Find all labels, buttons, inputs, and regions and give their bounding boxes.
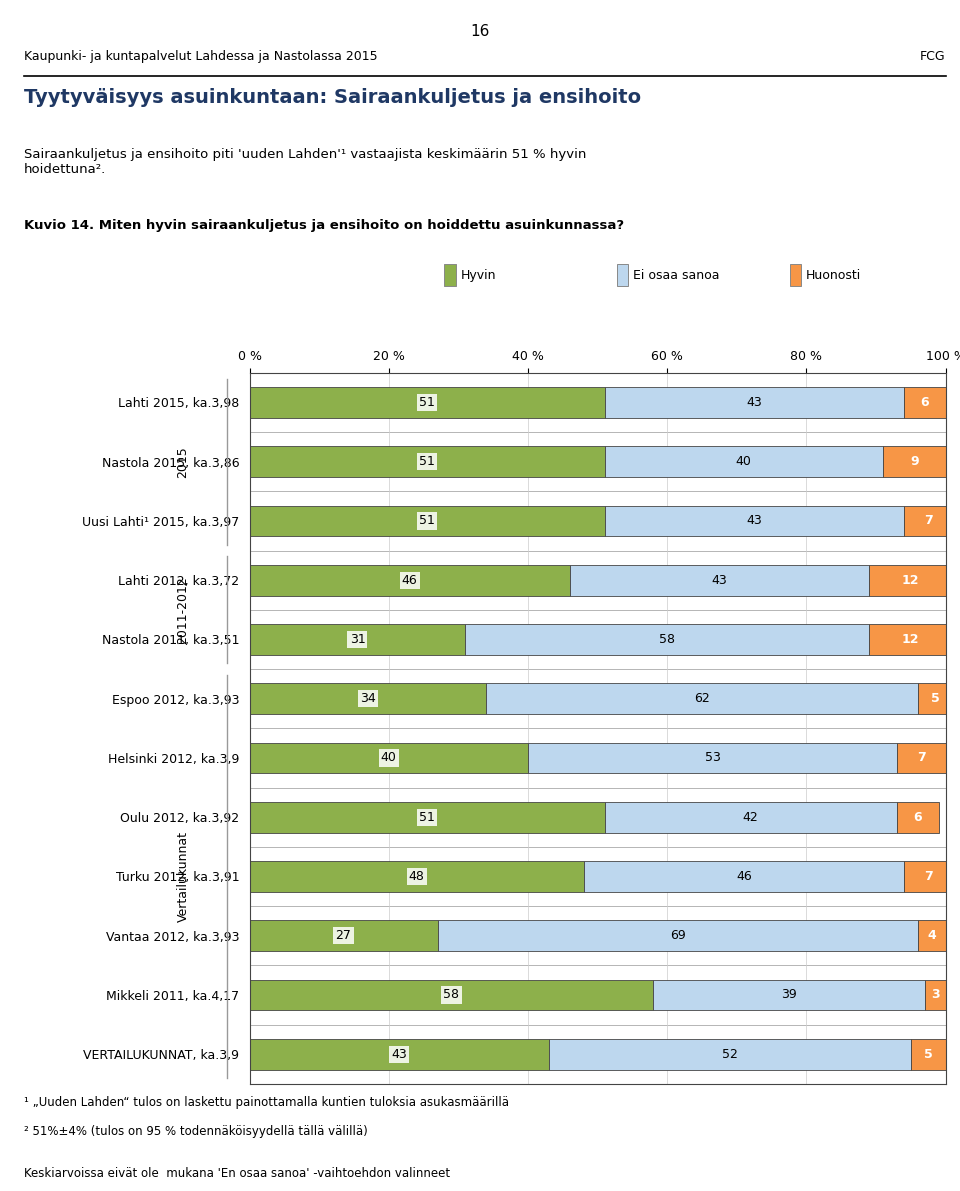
Bar (897, 802, 939, 833)
Text: 43: 43 (392, 1048, 407, 1061)
Text: 46: 46 (402, 574, 418, 587)
Bar (918, 684, 952, 715)
Bar (250, 921, 438, 952)
Text: 12: 12 (902, 632, 920, 646)
Text: Hyvin: Hyvin (461, 269, 495, 281)
Text: 5: 5 (931, 692, 940, 705)
Text: Huonosti: Huonosti (806, 269, 861, 281)
Text: ² 51%±4% (tulos on 95 % todennäköisyydellä tällä välillä): ² 51%±4% (tulos on 95 % todennäköisyydel… (24, 1125, 368, 1139)
Text: 43: 43 (711, 574, 728, 587)
Text: 34: 34 (360, 692, 375, 705)
Bar (549, 1039, 911, 1070)
Bar (528, 742, 897, 773)
Text: 6: 6 (914, 811, 922, 824)
Bar (904, 387, 946, 418)
Text: 48: 48 (409, 869, 424, 883)
Text: 27: 27 (336, 929, 351, 942)
Bar (883, 447, 946, 478)
Text: 4: 4 (927, 929, 936, 942)
Bar (250, 742, 528, 773)
Text: Sairaankuljetus ja ensihoito piti 'uuden Lahden'¹ vastaajista keskimäärin 51 % h: Sairaankuljetus ja ensihoito piti 'uuden… (24, 148, 587, 176)
Bar (869, 624, 952, 655)
Bar (904, 861, 952, 892)
Text: ¹ „Uuden Lahden“ tulos on laskettu painottamalla kuntien tuloksia asukasmäärillä: ¹ „Uuden Lahden“ tulos on laskettu paino… (24, 1096, 509, 1109)
Text: 62: 62 (694, 692, 709, 705)
Bar (605, 802, 897, 833)
Text: 7: 7 (924, 515, 932, 528)
Bar (250, 861, 584, 892)
Text: 51: 51 (420, 395, 435, 409)
Text: 51: 51 (420, 455, 435, 468)
Text: FCG: FCG (920, 50, 946, 63)
Bar (250, 447, 605, 478)
Text: 12: 12 (902, 574, 920, 587)
Text: 40: 40 (381, 752, 396, 765)
Text: 51: 51 (420, 515, 435, 528)
Bar (918, 921, 946, 952)
Bar (911, 1039, 946, 1070)
Bar (250, 979, 653, 1010)
Bar (250, 802, 605, 833)
Text: 46: 46 (736, 869, 752, 883)
Text: 43: 43 (746, 515, 762, 528)
Text: 3: 3 (931, 989, 940, 1002)
Text: 58: 58 (444, 989, 460, 1002)
Text: 31: 31 (349, 632, 366, 646)
Text: 40: 40 (735, 455, 752, 468)
Bar (584, 861, 904, 892)
Text: 2011-2012: 2011-2012 (177, 576, 189, 643)
Text: 7: 7 (917, 752, 925, 765)
Text: 16: 16 (470, 24, 490, 39)
Text: 7: 7 (924, 869, 932, 883)
Text: Kaupunki- ja kuntapalvelut Lahdessa ja Nastolassa 2015: Kaupunki- ja kuntapalvelut Lahdessa ja N… (24, 50, 377, 63)
Text: 9: 9 (910, 455, 919, 468)
Text: 39: 39 (781, 989, 797, 1002)
Bar (250, 1039, 549, 1070)
Text: 43: 43 (746, 395, 762, 409)
Text: 42: 42 (743, 811, 758, 824)
Bar (869, 565, 952, 596)
Bar (570, 565, 869, 596)
Bar (250, 684, 486, 715)
Bar (250, 624, 466, 655)
Text: Tyytyväisyys asuinkuntaan: Sairaankuljetus ja ensihoito: Tyytyväisyys asuinkuntaan: Sairaankuljet… (24, 88, 641, 107)
Bar (486, 684, 918, 715)
Text: 52: 52 (722, 1048, 738, 1061)
Text: 69: 69 (670, 929, 685, 942)
Text: 2015: 2015 (177, 445, 189, 478)
Bar (897, 742, 946, 773)
Text: Keskiarvoissa eivät ole  mukana 'En osaa sanoa' -vaihtoehdon valinneet: Keskiarvoissa eivät ole mukana 'En osaa … (24, 1167, 450, 1180)
Text: 6: 6 (921, 395, 929, 409)
Text: 53: 53 (705, 752, 720, 765)
Text: Ei osaa sanoa: Ei osaa sanoa (634, 269, 720, 281)
Bar (250, 505, 605, 536)
Text: 5: 5 (924, 1048, 932, 1061)
Text: 58: 58 (660, 632, 675, 646)
Bar (605, 387, 903, 418)
Bar (605, 505, 903, 536)
Bar (605, 447, 883, 478)
Bar (924, 979, 946, 1010)
Text: 51: 51 (420, 811, 435, 824)
Text: Kuvio 14. Miten hyvin sairaankuljetus ja ensihoito on hoiddettu asuinkunnassa?: Kuvio 14. Miten hyvin sairaankuljetus ja… (24, 219, 624, 232)
Text: Vertailukunnat: Vertailukunnat (177, 831, 189, 922)
Bar (466, 624, 869, 655)
Bar (250, 565, 570, 596)
Bar (904, 505, 952, 536)
Bar (250, 387, 605, 418)
Bar (438, 921, 918, 952)
Bar (653, 979, 924, 1010)
